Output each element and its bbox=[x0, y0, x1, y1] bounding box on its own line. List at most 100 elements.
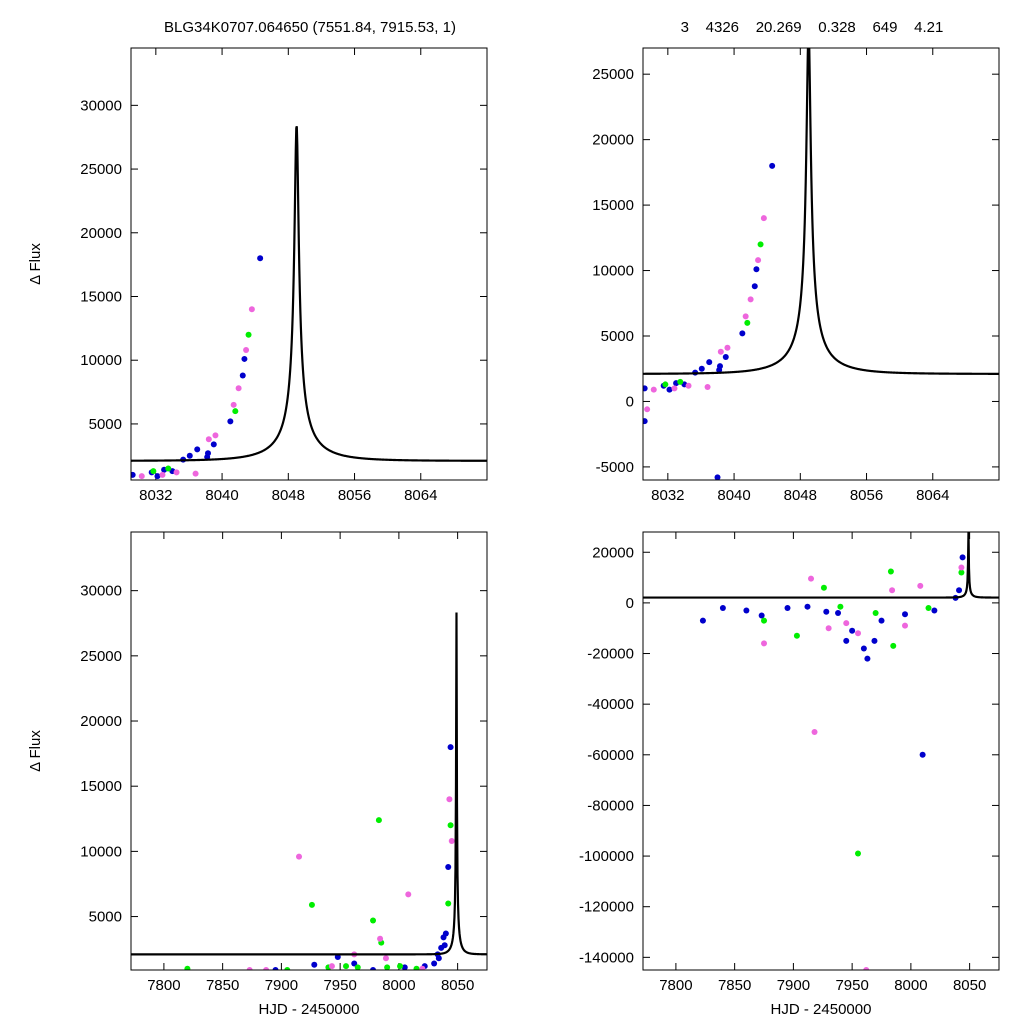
data-point bbox=[808, 575, 815, 582]
data-point bbox=[757, 241, 764, 248]
x-tick-label: 8056 bbox=[850, 487, 883, 504]
data-point bbox=[722, 353, 729, 360]
x-tick-label: 8032 bbox=[651, 487, 684, 504]
data-point bbox=[716, 363, 723, 370]
x-tick-label: 7800 bbox=[147, 977, 180, 994]
data-point bbox=[931, 607, 938, 614]
plot-frame bbox=[130, 47, 488, 481]
data-point bbox=[835, 610, 842, 617]
data-point bbox=[370, 917, 377, 924]
data-point bbox=[343, 963, 350, 970]
data-point bbox=[165, 465, 172, 472]
data-point bbox=[753, 266, 760, 273]
data-point bbox=[650, 386, 657, 393]
y-tick-label: 25000 bbox=[592, 66, 634, 83]
data-point bbox=[296, 853, 303, 860]
data-point bbox=[205, 436, 212, 443]
y-tick-label: 20000 bbox=[80, 225, 122, 242]
data-point bbox=[744, 319, 751, 326]
x-tick-label: 7950 bbox=[323, 977, 356, 994]
y-tick-label: 15000 bbox=[80, 288, 122, 305]
data-point bbox=[855, 850, 862, 857]
data-point bbox=[849, 627, 856, 634]
data-point bbox=[239, 372, 246, 379]
data-point bbox=[370, 967, 377, 970]
data-point bbox=[186, 452, 193, 459]
data-point bbox=[698, 365, 705, 372]
data-point bbox=[685, 382, 692, 389]
data-point bbox=[397, 963, 404, 970]
y-tick-label: -60000 bbox=[587, 747, 634, 764]
data-point bbox=[699, 617, 706, 624]
x-tick-label: 7800 bbox=[659, 977, 692, 994]
panel-bottom-right: 7800 7850 7900 7950 8000 8050 -140000 -120000 -1… bbox=[579, 531, 1000, 1018]
data-point bbox=[751, 283, 758, 290]
data-point bbox=[441, 942, 448, 949]
y-tick-label: 10000 bbox=[80, 843, 122, 860]
data-point bbox=[825, 625, 832, 632]
points-group bbox=[699, 554, 966, 970]
x-tick-label: 8048 bbox=[784, 487, 817, 504]
y-tick-label: 30000 bbox=[80, 97, 122, 114]
data-point bbox=[864, 655, 871, 662]
data-point bbox=[192, 470, 199, 477]
y-tick-label: 30000 bbox=[80, 583, 122, 600]
model-curve bbox=[131, 612, 487, 956]
y-tick-label: -40000 bbox=[587, 696, 634, 713]
data-point bbox=[245, 331, 252, 338]
model-curve bbox=[131, 125, 487, 462]
model-curve bbox=[643, 48, 999, 375]
data-point bbox=[761, 617, 768, 624]
data-point bbox=[958, 569, 965, 576]
data-point bbox=[243, 347, 250, 354]
data-point bbox=[714, 474, 721, 480]
data-point bbox=[662, 381, 669, 388]
data-point bbox=[793, 632, 800, 639]
x-tick-label: 8032 bbox=[139, 487, 172, 504]
x-tick-label: 7900 bbox=[265, 977, 298, 994]
data-point bbox=[405, 891, 412, 898]
points-group bbox=[131, 255, 264, 480]
data-point bbox=[173, 469, 180, 476]
data-point bbox=[448, 837, 455, 844]
y-tick-label: 0 bbox=[626, 595, 634, 612]
data-point bbox=[194, 446, 201, 453]
data-point bbox=[375, 817, 382, 824]
data-point bbox=[666, 386, 673, 393]
data-point bbox=[204, 450, 211, 457]
y-tick-label: -140000 bbox=[579, 949, 634, 966]
data-point bbox=[747, 296, 754, 303]
data-point bbox=[445, 900, 452, 907]
data-point bbox=[354, 964, 361, 970]
data-point bbox=[431, 960, 438, 967]
data-point bbox=[717, 348, 724, 355]
x-tick-label: 7850 bbox=[718, 977, 751, 994]
x-tick-label: 7900 bbox=[777, 977, 810, 994]
y-tick-label: 5000 bbox=[89, 909, 122, 926]
data-point bbox=[284, 967, 291, 970]
data-point bbox=[843, 637, 850, 644]
data-point bbox=[758, 612, 765, 619]
x-tick-label: 7950 bbox=[835, 977, 868, 994]
y-axis-label: Δ Flux bbox=[27, 730, 44, 772]
y-tick-label: -100000 bbox=[579, 848, 634, 865]
data-point bbox=[878, 617, 885, 624]
y-tick-label: 15000 bbox=[80, 778, 122, 795]
data-point bbox=[328, 963, 335, 970]
data-point bbox=[644, 406, 651, 413]
panel-top-right: 8032 8040 8048 8056 8064 -5000 0 5000 10000 15000… bbox=[592, 47, 1000, 504]
data-point bbox=[334, 953, 341, 960]
data-point bbox=[719, 604, 726, 611]
data-point bbox=[677, 378, 684, 385]
y-tick-label: -80000 bbox=[587, 797, 634, 814]
x-tick-label: 8000 bbox=[894, 977, 927, 994]
data-point bbox=[447, 822, 454, 829]
data-point bbox=[445, 864, 452, 871]
data-point bbox=[235, 385, 242, 392]
data-point bbox=[956, 587, 963, 594]
data-point bbox=[184, 965, 191, 970]
data-point bbox=[860, 645, 867, 652]
data-point bbox=[442, 930, 449, 937]
y-tick-label: 10000 bbox=[592, 263, 634, 280]
